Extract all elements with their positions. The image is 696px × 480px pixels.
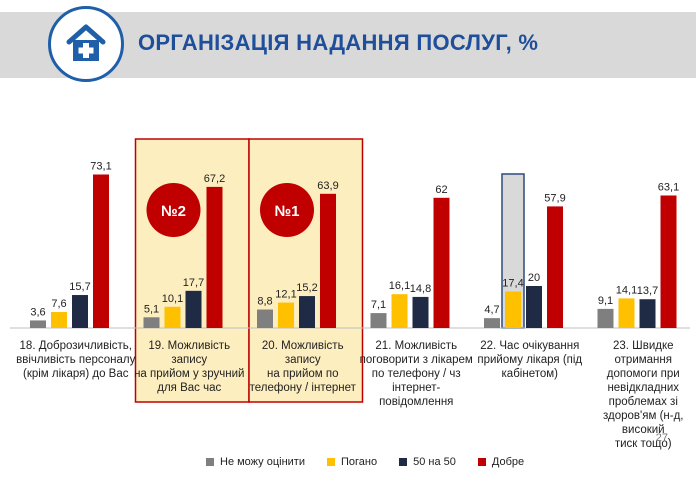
bar — [93, 174, 109, 328]
legend: Не можу оцінити Погано 50 на 50 Добре — [206, 456, 546, 468]
data-label: 13,7 — [637, 285, 658, 297]
data-label: 67,2 — [204, 173, 225, 185]
data-label: 12,1 — [275, 289, 296, 301]
bar — [547, 206, 563, 328]
bar — [484, 318, 500, 328]
bar — [206, 186, 223, 328]
legend-label: Не можу оцінити — [220, 456, 305, 469]
bar — [51, 312, 67, 328]
rank-badge-label: №2 — [161, 203, 186, 220]
bar — [185, 290, 202, 328]
legend-swatch — [399, 458, 408, 467]
data-label: 10,1 — [162, 293, 183, 305]
logo — [48, 6, 124, 82]
data-label: 16,1 — [389, 280, 410, 292]
category-label: 22. Час очікування прийому лікаря (під каб… — [477, 340, 583, 380]
category-label: 23. Швидке отримання допомоги при невідкла… — [603, 340, 684, 450]
data-label: 57,9 — [544, 192, 565, 204]
legend-swatch — [477, 458, 486, 467]
house-medical-cross-icon — [66, 24, 106, 61]
legend-label: Погано — [340, 456, 378, 469]
page-title: ОРГАНІЗАЦІЯ НАДАННЯ ПОСЛУГ, % — [138, 30, 539, 55]
legend-item: Добре — [477, 456, 525, 469]
data-label: 14,8 — [410, 283, 431, 295]
bar — [278, 302, 294, 328]
legend-label: 50 на 50 — [413, 456, 456, 469]
data-label: 63,9 — [317, 180, 338, 192]
category-label: 18. Доброзичливість, ввічливість персонал… — [16, 340, 136, 380]
data-label: 20 — [528, 272, 540, 284]
legend-item: 50 на 50 — [399, 456, 456, 468]
bar — [391, 294, 408, 328]
legend-item: Погано — [326, 456, 378, 469]
data-label: 73,1 — [90, 160, 111, 172]
data-label: 4,7 — [484, 304, 499, 316]
bar — [30, 320, 46, 328]
bar — [257, 309, 273, 328]
legend-swatch — [206, 458, 214, 467]
legend-item: Не можу оцінити — [206, 456, 305, 468]
data-label: 62 — [435, 184, 447, 196]
data-label: 17,4 — [502, 277, 523, 289]
bar — [505, 291, 521, 328]
bar — [412, 296, 429, 328]
data-label: 15,2 — [296, 282, 317, 294]
rank-badge — [146, 183, 201, 237]
bar — [597, 308, 614, 328]
bar — [320, 193, 336, 328]
data-label: 9,1 — [598, 295, 613, 307]
rank-badge — [260, 183, 314, 237]
bar — [660, 195, 677, 328]
highlight-panel — [134, 138, 250, 403]
category-label: 19. Можливість запису на прийом у зручний… — [134, 340, 245, 394]
bar — [433, 197, 450, 328]
rank-badge-label: №1 — [274, 203, 299, 220]
bar — [526, 286, 542, 328]
data-label: 14,1 — [616, 284, 637, 296]
bar — [618, 298, 635, 328]
category-label: 20. Можливість запису на прийом по телефон… — [249, 340, 356, 394]
data-label: 17,7 — [183, 277, 204, 289]
bar — [72, 295, 88, 328]
page-number: 27 — [655, 432, 668, 444]
bar — [164, 306, 181, 328]
data-label: 7,1 — [371, 299, 386, 311]
data-label: 15,7 — [69, 281, 90, 293]
bar — [143, 317, 160, 328]
data-label: 7,6 — [51, 298, 66, 310]
bar — [370, 313, 387, 328]
legend-label: Добре — [491, 456, 525, 469]
data-label: 3,6 — [30, 306, 45, 318]
category-label: 21. Можливість поговорити з лікарем по тел… — [359, 340, 473, 408]
bar — [299, 296, 315, 328]
data-label: 5,1 — [144, 303, 159, 315]
highlight-panel — [248, 138, 364, 403]
data-label: 63,1 — [658, 181, 679, 193]
data-label: 8,8 — [257, 296, 272, 308]
legend-swatch — [326, 458, 335, 467]
bar — [639, 299, 656, 328]
